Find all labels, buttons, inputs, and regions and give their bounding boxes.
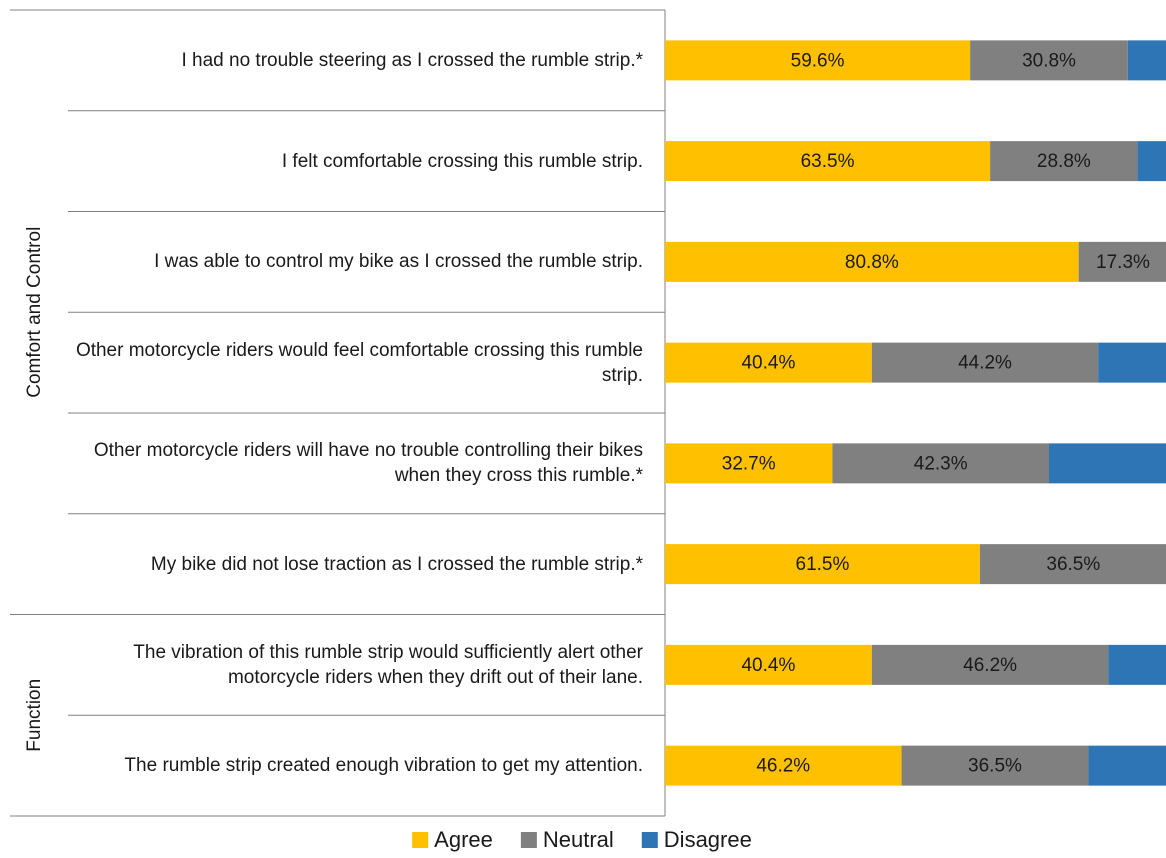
legend-item: Disagree xyxy=(641,827,752,852)
data-label: 63.5% xyxy=(801,151,855,172)
data-label: 17.3% xyxy=(1096,252,1150,273)
group-label: Function xyxy=(24,679,45,752)
data-label: 32.7% xyxy=(722,453,776,474)
legend-item: Agree xyxy=(412,827,493,852)
bar-segment xyxy=(970,40,1128,81)
group-label: Comfort and Control xyxy=(24,227,45,398)
bar-segment xyxy=(1137,141,1166,182)
data-label: 40.4% xyxy=(741,655,795,676)
data-label: 61.5% xyxy=(796,554,850,575)
bar-segment xyxy=(665,241,1079,282)
legend-swatch xyxy=(641,832,658,848)
legend-swatch xyxy=(412,832,429,848)
bar-segment xyxy=(665,544,980,585)
bar-segment xyxy=(1049,443,1166,484)
bar-segment xyxy=(665,342,872,383)
bar-segment xyxy=(1088,745,1166,786)
category-label: The vibration of this rumble strip would… xyxy=(133,641,643,688)
data-label: 30.8% xyxy=(1022,50,1076,71)
bar-segment xyxy=(1127,40,1166,81)
data-label: 42.3% xyxy=(914,453,968,474)
data-label: 44.2% xyxy=(958,353,1012,374)
data-label: 46.2% xyxy=(963,655,1017,676)
bar-segment xyxy=(1078,241,1166,282)
bar-segment xyxy=(665,644,872,685)
category-label: The rumble strip created enough vibratio… xyxy=(124,755,643,777)
category-label: I had no trouble steering as I crossed t… xyxy=(181,49,643,71)
category-label: My bike did not lose traction as I cross… xyxy=(150,553,643,575)
bar-segment xyxy=(665,745,902,786)
bar-segment xyxy=(871,342,1099,383)
bar-segment xyxy=(901,745,1089,786)
bar-segment xyxy=(1108,644,1166,685)
bar-segment xyxy=(832,443,1049,484)
data-label: 36.5% xyxy=(1046,554,1100,575)
bar-segment xyxy=(1098,342,1166,383)
bar-segment xyxy=(979,544,1166,585)
data-label: 59.6% xyxy=(791,50,845,71)
data-label: 80.8% xyxy=(845,252,899,273)
legend-swatch xyxy=(520,832,537,848)
category-label: I was able to control my bike as I cross… xyxy=(154,251,643,273)
bar-segment xyxy=(990,141,1138,182)
data-label: 46.2% xyxy=(756,756,810,777)
bar-segment xyxy=(665,141,991,182)
category-label: Other motorcycle riders will have no tro… xyxy=(93,440,643,487)
data-label: 28.8% xyxy=(1037,151,1091,172)
legend: Agree Neutral Disagree xyxy=(412,827,752,852)
legend-item: Neutral xyxy=(520,827,614,852)
bar-segment xyxy=(871,644,1109,685)
data-label: 36.5% xyxy=(968,756,1022,777)
bar-segment xyxy=(665,443,833,484)
category-label: I felt comfortable crossing this rumble … xyxy=(281,150,643,172)
category-label: Other motorcycle riders would feel comfo… xyxy=(75,339,643,386)
legend-label: Agree xyxy=(434,827,493,852)
bar-segment xyxy=(665,40,971,81)
legend-label: Disagree xyxy=(664,827,752,852)
legend-label: Neutral xyxy=(543,827,614,852)
data-label: 40.4% xyxy=(741,353,795,374)
